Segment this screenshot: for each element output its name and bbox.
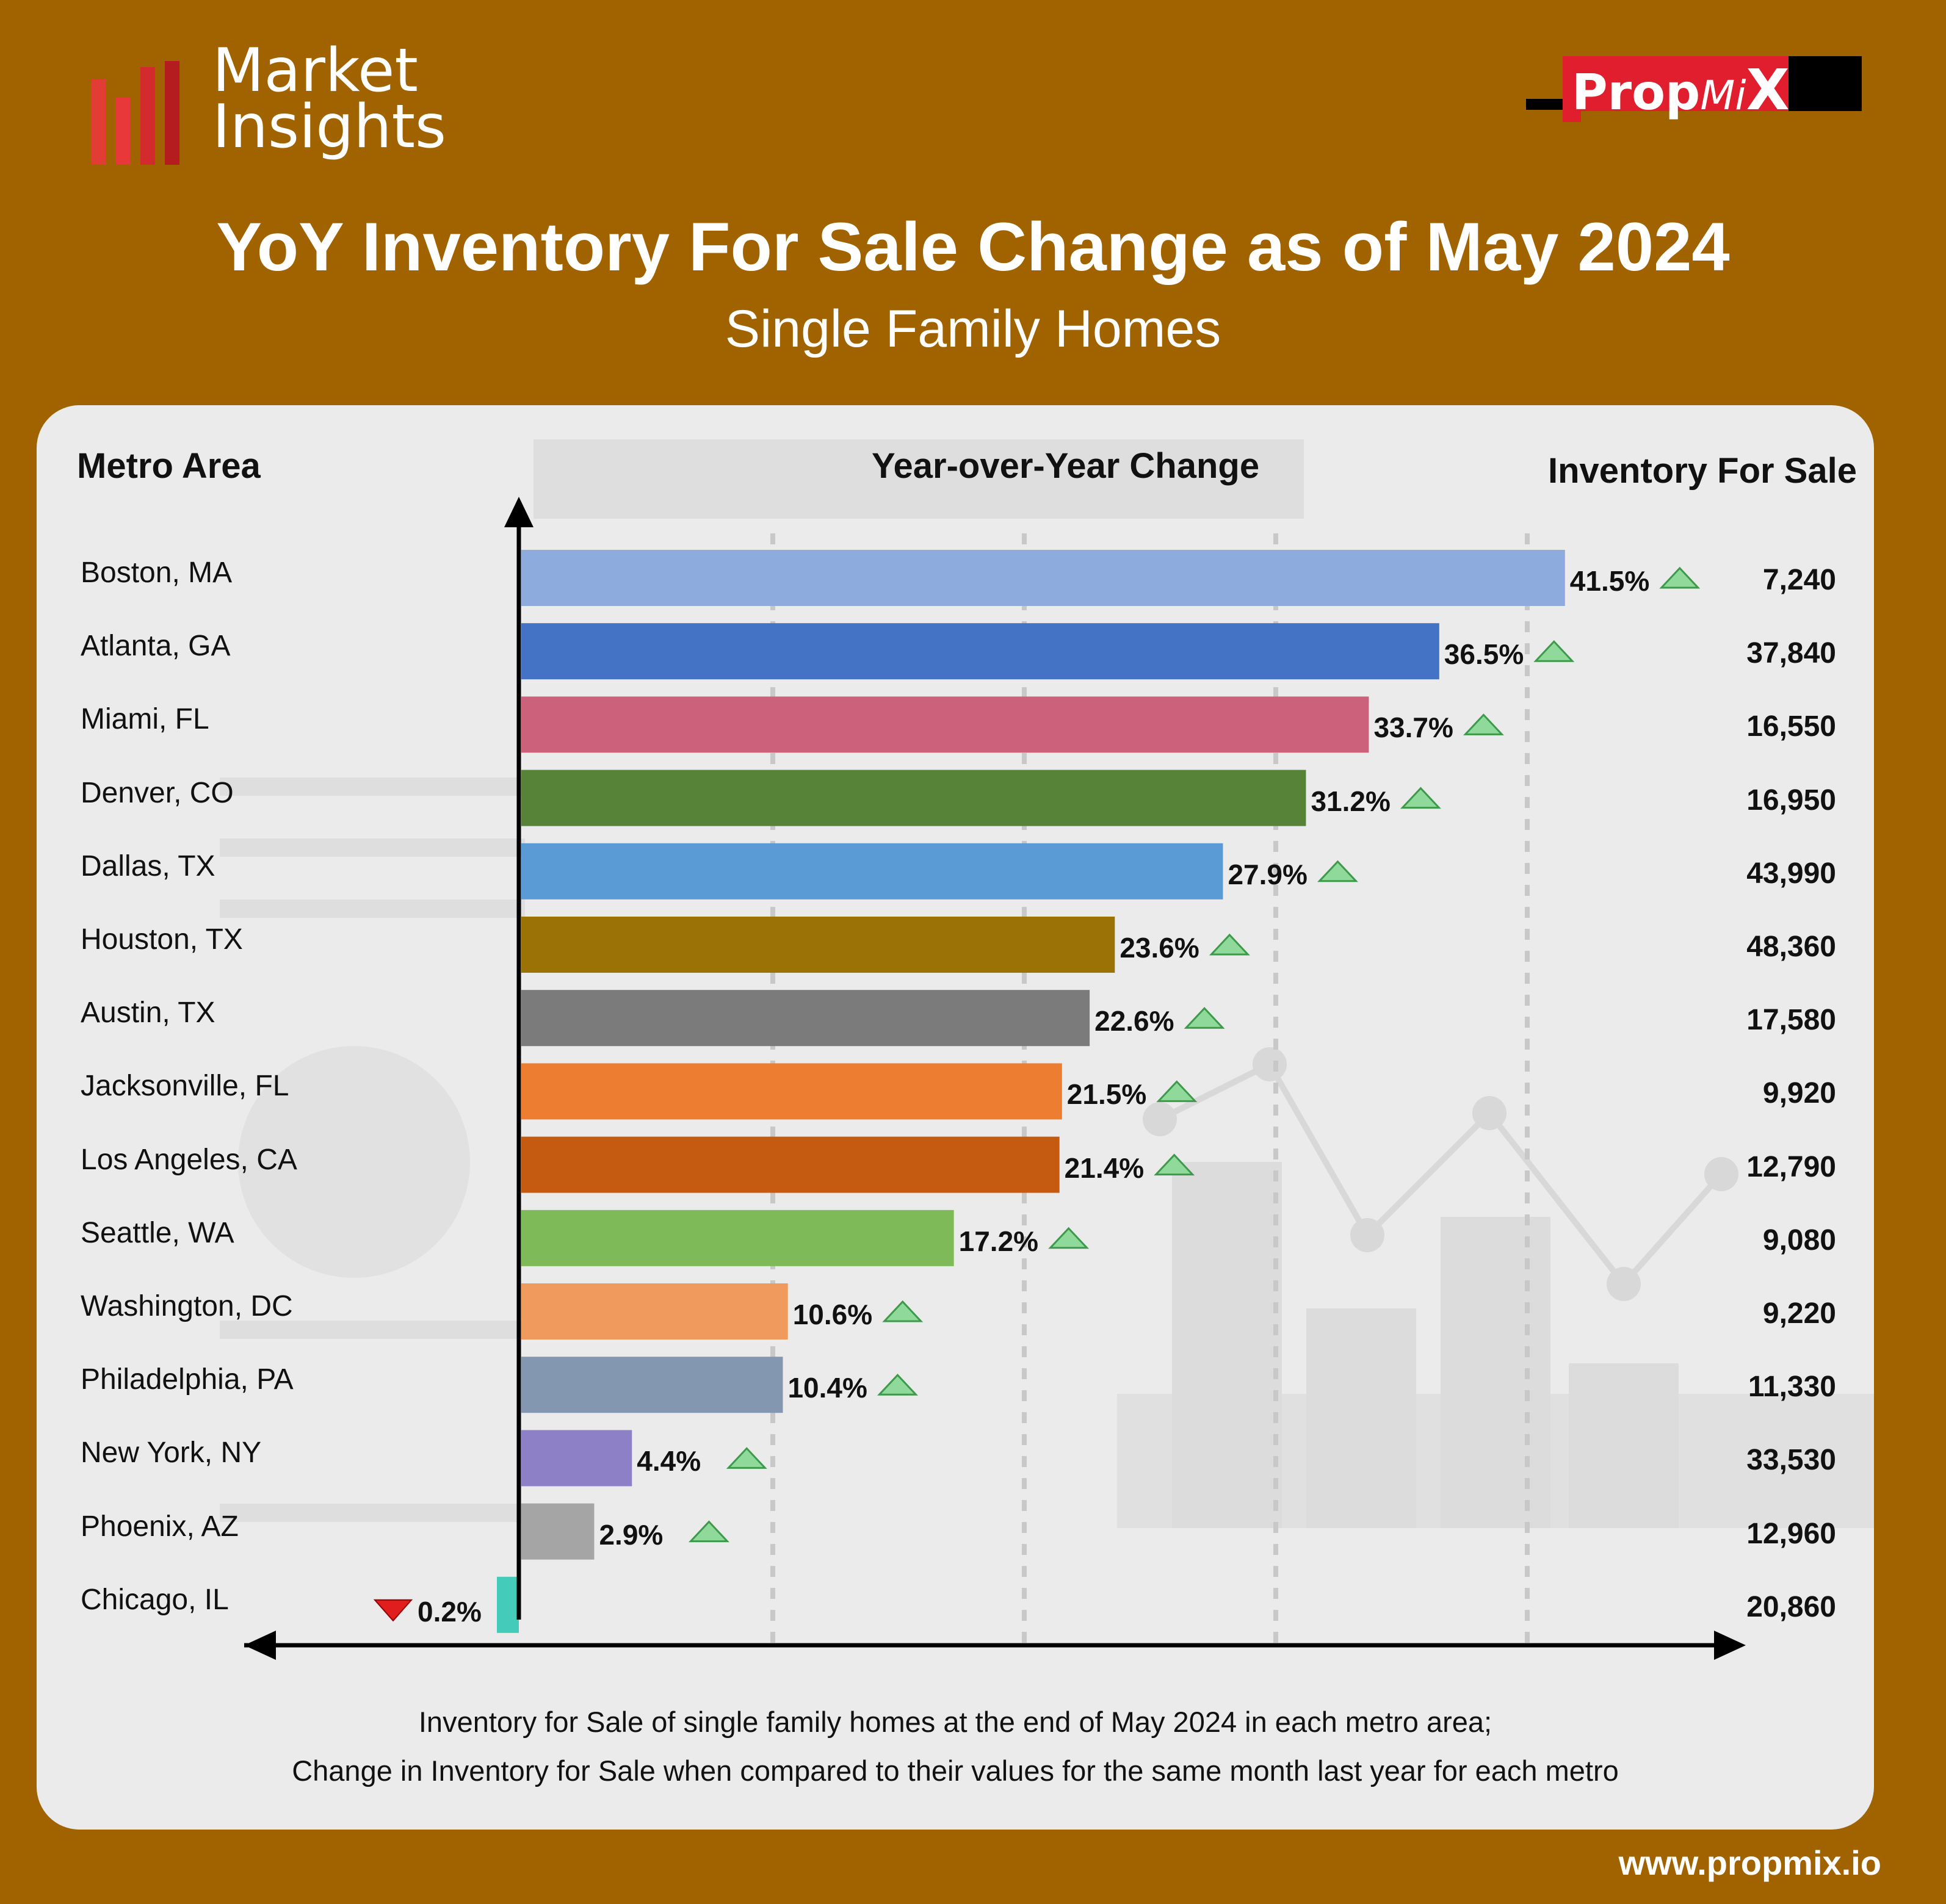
bar-14 (497, 1576, 519, 1633)
value-label: 31.2% (1311, 785, 1391, 817)
website-url: www.propmix.io (1618, 1844, 1881, 1882)
up-arrow-icon (1400, 787, 1441, 809)
metro-area-header: Metro Area (77, 446, 261, 486)
yoy-change-header: Year-over-Year Change (872, 446, 1260, 486)
x-axis-left-arrow-icon (244, 1631, 276, 1660)
inventory-value: 43,990 (1746, 857, 1836, 890)
up-arrow-icon (1659, 566, 1701, 589)
bar-8 (521, 1136, 1060, 1193)
logo-line1: Market (212, 36, 418, 106)
metro-label: Washington, DC (81, 1290, 293, 1322)
value-label: 17.2% (958, 1225, 1039, 1257)
metro-label: Boston, MA (81, 557, 233, 589)
bar-6 (521, 990, 1090, 1047)
value-label: 10.6% (792, 1299, 873, 1330)
value-label: 21.4% (1064, 1152, 1145, 1184)
axes (244, 497, 1746, 1660)
inventory-value: 9,220 (1762, 1297, 1836, 1330)
metro-label: Philadelphia, PA (81, 1363, 294, 1396)
up-arrow-icon (1463, 713, 1504, 735)
bar-1 (521, 623, 1439, 680)
up-arrow-icon (882, 1300, 924, 1322)
value-label: 23.6% (1119, 932, 1199, 964)
metro-label: Jacksonville, FL (81, 1070, 289, 1103)
value-label: 27.9% (1228, 858, 1308, 890)
bar-13 (521, 1503, 595, 1560)
inventory-value: 16,550 (1746, 710, 1836, 743)
inventory-value: 12,790 (1746, 1150, 1836, 1183)
up-arrow-icon (689, 1520, 729, 1543)
brand-mi: Mi (1700, 72, 1746, 119)
brand-x: X (1746, 57, 1790, 123)
metro-label: Chicago, IL (81, 1583, 229, 1616)
background-decoration (220, 439, 1874, 1528)
inventory-value: 12,960 (1746, 1517, 1836, 1550)
inventory-value: 17,580 (1746, 1004, 1836, 1037)
footnote-line1: Inventory for Sale of single family home… (418, 1706, 1492, 1738)
bar-chart (220, 439, 1874, 1660)
up-arrow-icon (1184, 1007, 1225, 1029)
value-label: 4.4% (637, 1445, 701, 1477)
value-label: 41.5% (1569, 565, 1650, 597)
inventory-header: Inventory For Sale (1547, 451, 1857, 491)
bar-3 (521, 770, 1306, 826)
bar-11 (521, 1357, 783, 1413)
value-label: 22.6% (1094, 1005, 1174, 1037)
bar-10 (521, 1283, 788, 1340)
inventory-value: 48,360 (1746, 931, 1836, 963)
bars (373, 550, 1701, 1633)
up-arrow-icon (1533, 640, 1575, 662)
bar-7 (521, 1063, 1062, 1120)
up-arrow-icon (726, 1447, 767, 1469)
metro-label: Denver, CO (81, 776, 234, 809)
metro-label: Miami, FL (81, 703, 209, 736)
chart-subtitle: Single Family Homes (725, 300, 1221, 358)
inventory-value: 16,950 (1746, 784, 1836, 817)
brand-prop: Prop (1572, 64, 1701, 121)
metro-label: Phoenix, AZ (81, 1510, 239, 1543)
bar-0 (521, 550, 1565, 606)
logo-line2: Insights (212, 92, 447, 162)
inventory-value: 20,860 (1746, 1590, 1836, 1623)
value-label: 21.5% (1066, 1078, 1147, 1111)
bar-4 (521, 843, 1223, 900)
metro-label: Seattle, WA (81, 1216, 234, 1249)
metro-label: Houston, TX (81, 923, 243, 956)
market-insights-logo: Market Insights (92, 36, 458, 165)
bar-9 (521, 1210, 954, 1266)
up-arrow-icon (1154, 1153, 1195, 1176)
bar-12 (521, 1430, 632, 1487)
bar-5 (521, 917, 1115, 973)
bar-2 (521, 696, 1369, 753)
up-arrow-icon (1156, 1080, 1198, 1102)
value-label: 2.9% (599, 1518, 664, 1551)
down-arrow-icon (373, 1599, 413, 1622)
metro-label: Dallas, TX (81, 849, 215, 882)
inventory-value: 9,920 (1762, 1077, 1836, 1110)
metro-label: Austin, TX (81, 997, 215, 1030)
inventory-value: 37,840 (1746, 637, 1836, 670)
propmix-logo: PropMiX (1526, 56, 1862, 123)
inventory-value: 33,530 (1746, 1444, 1836, 1477)
value-label: 10.4% (787, 1372, 867, 1404)
inventory-value: 9,080 (1762, 1224, 1836, 1257)
inventory-value: 11,330 (1748, 1371, 1836, 1404)
footnote-line2: Change in Inventory for Sale when compar… (292, 1754, 1619, 1787)
metro-label: Los Angeles, CA (81, 1143, 297, 1176)
value-label: 36.5% (1444, 638, 1524, 671)
x-axis-right-arrow-icon (1714, 1631, 1746, 1660)
metro-label: Atlanta, GA (81, 630, 231, 663)
chart-title: YoY Inventory For Sale Change as of May … (216, 209, 1730, 285)
value-label: 0.2% (418, 1595, 482, 1628)
inventory-value: 7,240 (1762, 564, 1836, 596)
chart-card: Metro Area Year-over-Year Change Invento… (37, 405, 1874, 1830)
value-label: 33.7% (1373, 712, 1453, 744)
up-arrow-icon (1209, 933, 1250, 956)
up-arrow-icon (877, 1374, 918, 1396)
up-arrow-icon (1048, 1227, 1090, 1249)
metro-label: New York, NY (81, 1437, 262, 1469)
up-arrow-icon (1317, 860, 1358, 882)
y-axis-arrow-icon (504, 497, 534, 527)
